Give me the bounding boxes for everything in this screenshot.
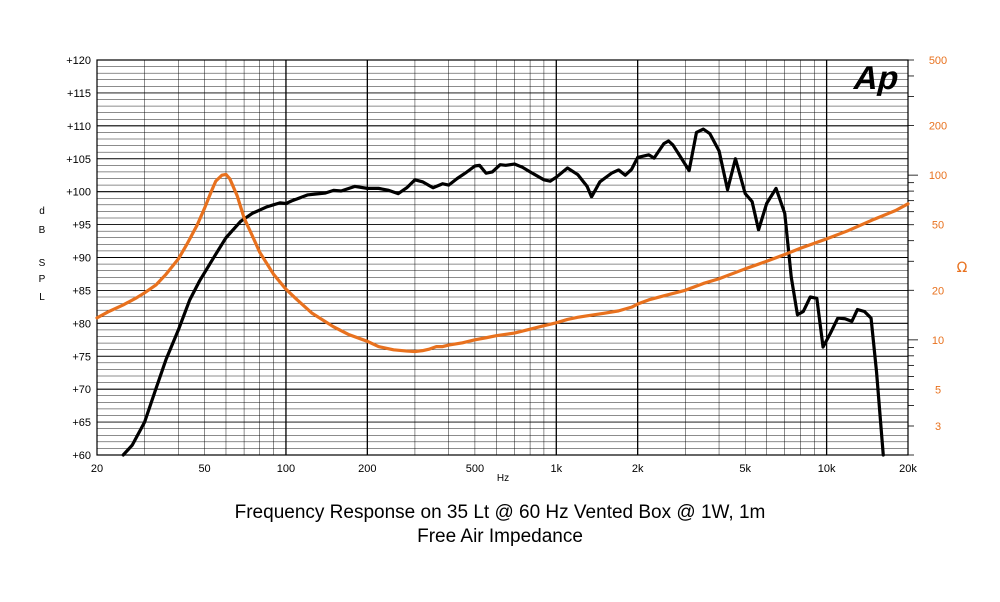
- y-tick-label-left: +100: [66, 187, 91, 199]
- y-tick-label-left: +105: [66, 154, 91, 166]
- x-tick-labels: 20 50 100 200 500 1k 2k 5k 10k 20k: [91, 463, 917, 475]
- y-tick-label-right: 200: [929, 121, 947, 133]
- chart-title: Frequency Response on 35 Lt @ 60 Hz Vent…: [234, 502, 766, 523]
- x-tick-label: 100: [277, 463, 295, 475]
- ap-logo-text: Ap: [850, 60, 903, 96]
- x-tick-label: 5k: [739, 463, 751, 475]
- y-tick-label-right: 500: [929, 55, 947, 67]
- y-tick-label-right: 3: [935, 421, 941, 433]
- right-tick-labels: 500 200 100 50 20 10 5 3: [929, 55, 947, 433]
- x-axis-label: Hz: [497, 473, 509, 484]
- y-tick-label-left: +85: [72, 285, 91, 297]
- y-tick-label-left: +115: [67, 88, 91, 100]
- x-tick-label: 500: [466, 463, 484, 475]
- plot-frame: [96, 59, 909, 456]
- plot-border: [96, 59, 909, 456]
- x-tick-label: 20: [91, 463, 103, 475]
- y-tick-label-right: 20: [932, 285, 944, 297]
- y-axis-label-right: Ω: [957, 260, 968, 276]
- y-axis-label-left-letter: L: [39, 292, 45, 303]
- y-tick-label-left: +90: [72, 253, 91, 265]
- y-axis-label-left: dB SPL: [39, 206, 46, 303]
- y-tick-label-right: 5: [935, 384, 941, 396]
- x-tick-label: 200: [358, 463, 376, 475]
- impedance-line: [95, 172, 910, 354]
- y-axis-label-left-letter: S: [39, 258, 46, 269]
- x-tick-label: 20k: [899, 463, 917, 475]
- y-tick-label-left: +65: [72, 417, 91, 429]
- x-tick-label: 1k: [550, 463, 562, 475]
- y-tick-label-left: +95: [72, 220, 91, 232]
- y-axis-label-left-letter: P: [39, 274, 46, 285]
- x-tick-label: 50: [198, 463, 210, 475]
- y-tick-label-left: +120: [66, 55, 91, 67]
- left-tick-labels: +120 +115 +110 +105 +100 +95 +90 +85 +80 +75 +70 +6…: [66, 55, 91, 462]
- y-tick-label-right: 50: [932, 220, 944, 232]
- y-tick-label-right: 10: [932, 335, 944, 347]
- y-tick-label-left: +70: [72, 384, 91, 396]
- chart-subtitle: Free Air Impedance: [417, 526, 583, 547]
- spl-response-line: [121, 127, 885, 457]
- y-tick-label-right: 100: [929, 170, 947, 182]
- right-tick-marks: [908, 59, 918, 456]
- y-tick-label-left: +110: [67, 121, 91, 133]
- y-axis-label-left-letter: B: [39, 225, 46, 236]
- x-tick-label: 2k: [632, 463, 644, 475]
- y-axis-label-left-letter: d: [39, 206, 45, 217]
- series-group: [95, 127, 910, 457]
- y-tick-label-left: +75: [72, 351, 91, 363]
- ap-logo: Ap: [850, 60, 903, 96]
- y-tick-label-left: +60: [72, 450, 91, 462]
- x-tick-label: 10k: [818, 463, 836, 475]
- y-tick-label-left: +80: [72, 318, 91, 330]
- grid-lines: [96, 59, 909, 456]
